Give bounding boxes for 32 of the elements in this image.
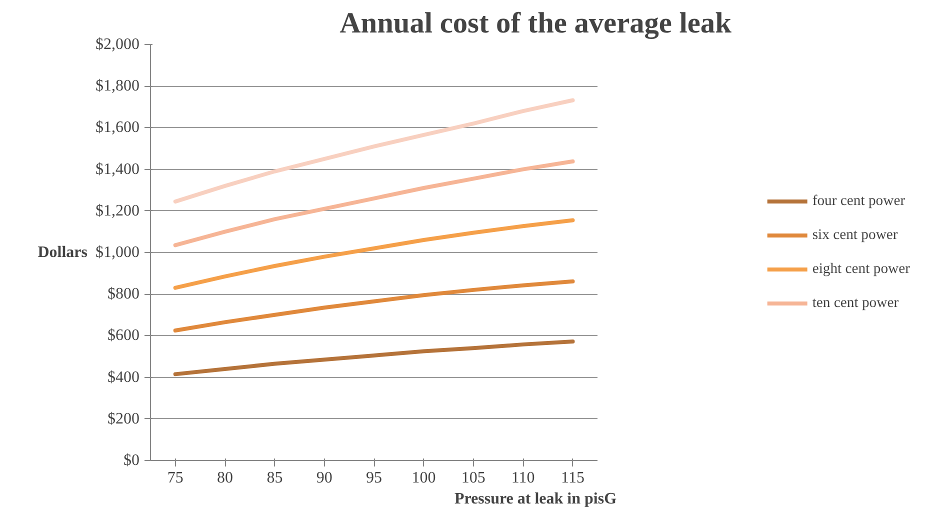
y-tick-label: $0 — [124, 452, 140, 469]
y-tick-label: $1,400 — [96, 160, 140, 178]
legend-label: eight cent power — [812, 260, 910, 278]
line-series — [173, 218, 575, 290]
x-axis-title: Pressure at leak in pisG — [454, 490, 618, 508]
y-tick-label: $1,200 — [96, 202, 140, 220]
y-tick-label: $200 — [108, 410, 140, 428]
x-tick-label: 105 — [461, 470, 486, 486]
x-tick-label: 110 — [511, 470, 535, 486]
x-tick-label: 95 — [366, 470, 382, 486]
x-tick-label: 85 — [266, 470, 283, 486]
x-tick-label: 75 — [167, 470, 184, 486]
y-tick-label: $800 — [108, 286, 140, 303]
y-tick-label: $1,000 — [96, 244, 140, 261]
legend-label: six cent power — [812, 226, 898, 244]
x-tick-label: 100 — [412, 470, 436, 486]
y-tick-label: $1,800 — [96, 78, 140, 95]
y-tick-label: $600 — [108, 327, 140, 344]
y-tick-label: $1,600 — [96, 119, 140, 136]
x-tick-label: 90 — [316, 470, 332, 486]
y-axis-title: Dollars — [38, 244, 88, 261]
chart-title: Annual cost of the average leak — [340, 8, 732, 40]
line-series — [173, 98, 575, 204]
legend-label: four cent power — [812, 192, 906, 210]
y-tick-label: $2,000 — [96, 36, 140, 53]
x-tick-label: 115 — [561, 470, 584, 486]
legend-label: ten cent power — [812, 294, 899, 312]
line-series — [173, 159, 575, 248]
x-tick-label: 80 — [217, 470, 234, 486]
line-series — [173, 279, 575, 332]
line-series — [173, 340, 575, 376]
y-tick-label: $400 — [108, 368, 140, 386]
